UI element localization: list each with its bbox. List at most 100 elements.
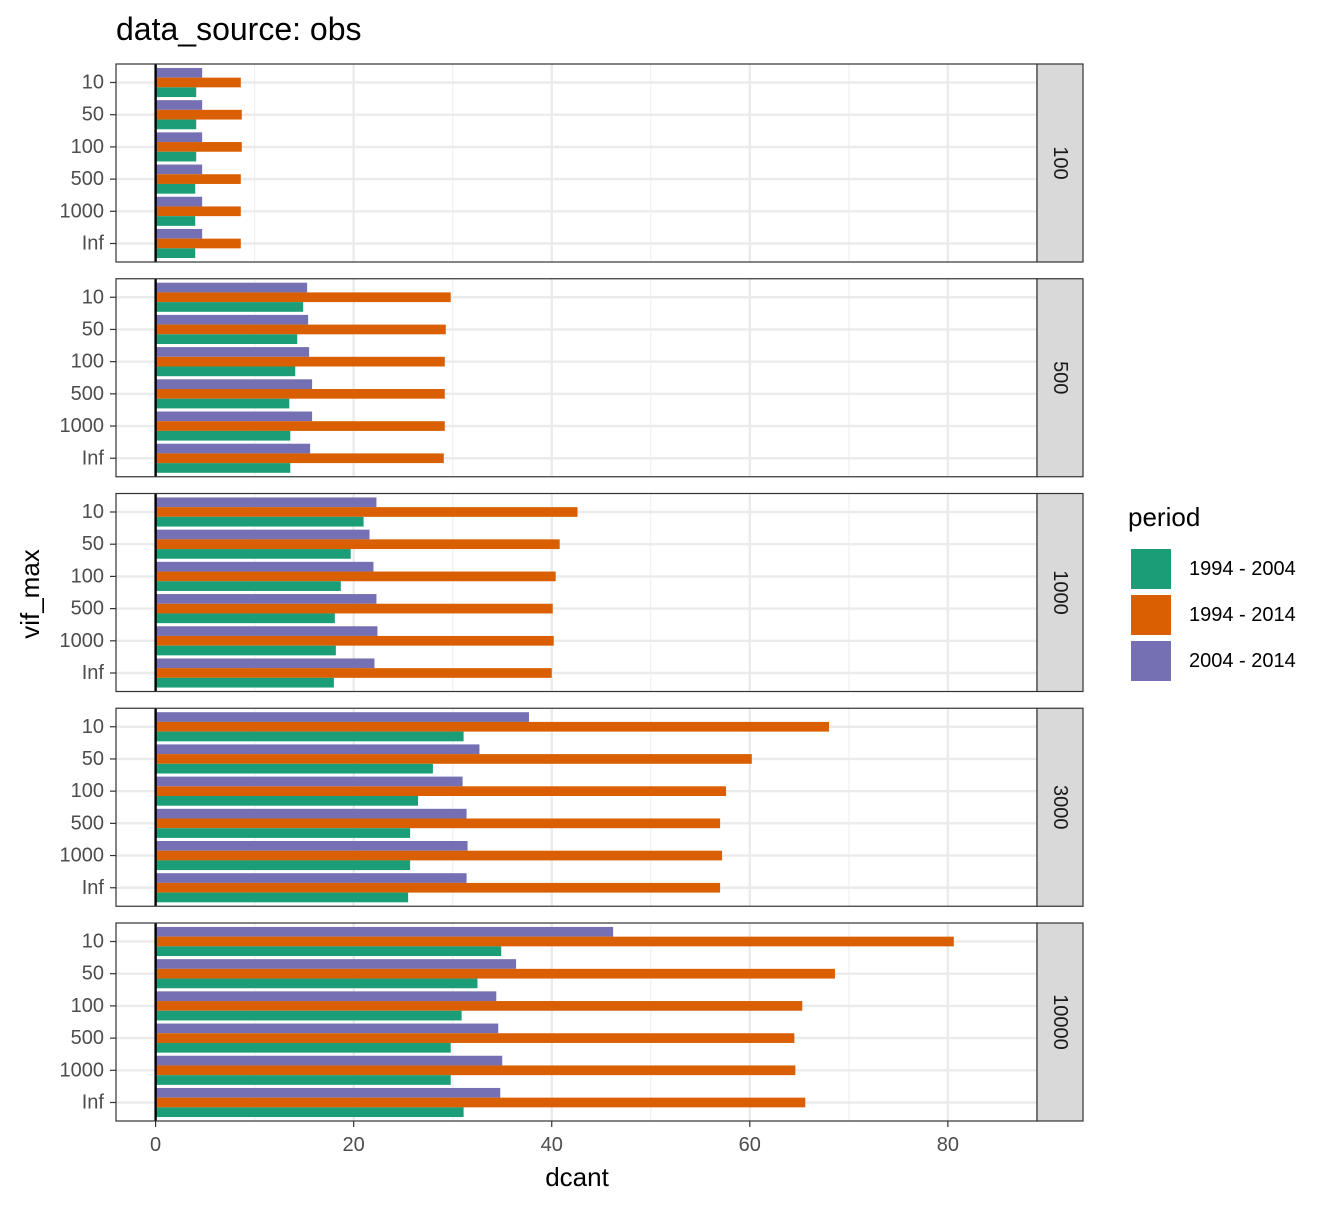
bar-3000-500-1994-2004 [155, 828, 411, 838]
y-tick-label: 10 [82, 286, 104, 308]
y-tick-label: 50 [82, 533, 104, 555]
bar-500-Inf-2004-2014 [155, 443, 311, 454]
bar-10000-100-2004-2014 [155, 991, 497, 1002]
bar-500-1000-2004-2014 [155, 411, 313, 422]
y-tick-label: 1000 [60, 200, 105, 222]
legend: period 1994 - 2004 1994 - 2014 2004 - 2014 [1128, 502, 1296, 682]
legend-label: 1994 - 2004 [1189, 558, 1296, 580]
bar-1000-1000-1994-2004 [155, 645, 336, 656]
bar-10000-1000-1994-2014 [155, 1065, 796, 1076]
bar-3000-500-2004-2014 [155, 808, 467, 819]
bar-500-100-1994-2014 [155, 356, 445, 367]
bar-1000-50-1994-2004 [155, 549, 351, 559]
chart-title: data_source: obs [116, 11, 362, 47]
bar-10000-50-1994-2014 [155, 968, 835, 979]
bar-100-500-1994-2014 [155, 174, 241, 184]
bar-3000-Inf-1994-2014 [155, 882, 721, 893]
x-tick-label: 0 [150, 1134, 161, 1156]
x-axis: 0 20 40 60 80 [150, 1121, 959, 1156]
bar-3000-Inf-2004-2014 [155, 873, 467, 883]
y-tick-label: 50 [82, 963, 104, 985]
bar-1000-50-2004-2014 [155, 529, 370, 540]
bar-1000-100-1994-2004 [155, 581, 341, 591]
y-tick-label: Inf [82, 1092, 105, 1114]
facet-strip-label: 100 [1049, 146, 1071, 179]
facet-panel-3000: 3000 10 50 100 500 1000 Inf [60, 707, 1084, 907]
facet-strip-label: 10000 [1049, 994, 1071, 1050]
bar-100-1000-2004-2014 [155, 196, 203, 207]
bar-1000-500-1994-2014 [155, 603, 553, 614]
facet-strip [1036, 63, 1084, 263]
bar-1000-1000-1994-2014 [155, 635, 554, 646]
y-tick-label: 500 [71, 168, 104, 190]
x-tick-label: 60 [739, 1134, 761, 1156]
bar-500-50-1994-2014 [155, 324, 446, 335]
bar-500-10-2004-2014 [155, 282, 308, 293]
bar-500-500-1994-2004 [155, 398, 290, 409]
bar-500-Inf-1994-2014 [155, 453, 444, 464]
facet-strip [1036, 492, 1084, 693]
facet-strip [1036, 278, 1084, 478]
bar-100-10-1994-2014 [155, 77, 241, 88]
bar-100-50-1994-2004 [155, 119, 197, 130]
bar-10000-10-1994-2014 [155, 936, 954, 947]
bar-10000-500-1994-2004 [155, 1042, 451, 1053]
bar-500-500-1994-2014 [155, 389, 445, 399]
bar-100-Inf-1994-2004 [155, 248, 196, 259]
y-tick-label: 10 [82, 716, 104, 738]
bar-10000-10-1994-2004 [155, 946, 502, 957]
bar-100-500-2004-2014 [155, 164, 203, 175]
facet-panel-500: 500 10 50 100 500 1000 Inf [60, 278, 1084, 478]
bar-500-1000-1994-2014 [155, 421, 445, 431]
y-tick-label: 100 [71, 995, 104, 1017]
y-tick-label: Inf [82, 447, 105, 469]
bar-1000-100-1994-2014 [155, 571, 556, 582]
bar-500-50-1994-2004 [155, 334, 298, 344]
y-tick-label: 1000 [60, 1059, 105, 1081]
facet-strip-label: 1000 [1049, 570, 1071, 615]
bar-100-Inf-1994-2014 [155, 238, 241, 249]
x-tick-label: 40 [541, 1134, 563, 1156]
bar-3000-1000-2004-2014 [155, 841, 468, 851]
bar-500-100-2004-2014 [155, 347, 310, 357]
legend-label: 1994 - 2014 [1189, 604, 1296, 626]
bar-10000-Inf-1994-2014 [155, 1097, 806, 1108]
facet-panels: 100 10 50 100 500 1000 Inf 500 10 50 100 500 1000 Inf… [60, 63, 1084, 1122]
y-tick-label: Inf [82, 662, 105, 684]
y-tick-label: 10 [82, 931, 104, 953]
bar-3000-500-1994-2014 [155, 818, 721, 829]
bar-100-500-1994-2004 [155, 183, 196, 194]
bar-1000-Inf-2004-2014 [155, 658, 375, 669]
legend-key-swatch [1131, 595, 1171, 635]
facet-strip [1036, 922, 1084, 1122]
y-tick-label: 500 [71, 1027, 104, 1049]
bar-100-50-2004-2014 [155, 100, 203, 110]
bar-10000-10-2004-2014 [155, 926, 614, 937]
legend-key-swatch [1131, 549, 1171, 589]
bar-3000-50-2004-2014 [155, 744, 480, 755]
bar-100-50-1994-2014 [155, 109, 242, 120]
y-tick-label: 1000 [60, 630, 105, 652]
y-tick-label: 1000 [60, 845, 105, 867]
bar-10000-100-1994-2014 [155, 1001, 803, 1011]
bar-3000-50-1994-2014 [155, 754, 752, 764]
bar-1000-Inf-1994-2014 [155, 668, 552, 678]
bar-1000-10-1994-2014 [155, 507, 578, 517]
y-tick-label: 100 [71, 780, 104, 802]
bar-100-100-1994-2004 [155, 151, 197, 162]
y-tick-label: 500 [71, 812, 104, 834]
y-axis-title: vif_max [15, 549, 45, 639]
bar-500-Inf-1994-2004 [155, 463, 291, 473]
bar-3000-1000-1994-2004 [155, 860, 411, 871]
bar-100-100-1994-2014 [155, 142, 242, 152]
facet-strip-label: 3000 [1049, 785, 1071, 830]
facet-panel-100: 100 10 50 100 500 1000 Inf [60, 63, 1084, 263]
facet-panel-10000: 10000 10 50 100 500 1000 Inf [60, 922, 1084, 1122]
bar-1000-500-2004-2014 [155, 594, 377, 604]
bar-500-50-2004-2014 [155, 314, 309, 325]
bar-500-10-1994-2004 [155, 302, 304, 312]
x-tick-label: 80 [937, 1134, 959, 1156]
bar-500-100-1994-2004 [155, 366, 296, 377]
bar-100-100-2004-2014 [155, 132, 203, 143]
